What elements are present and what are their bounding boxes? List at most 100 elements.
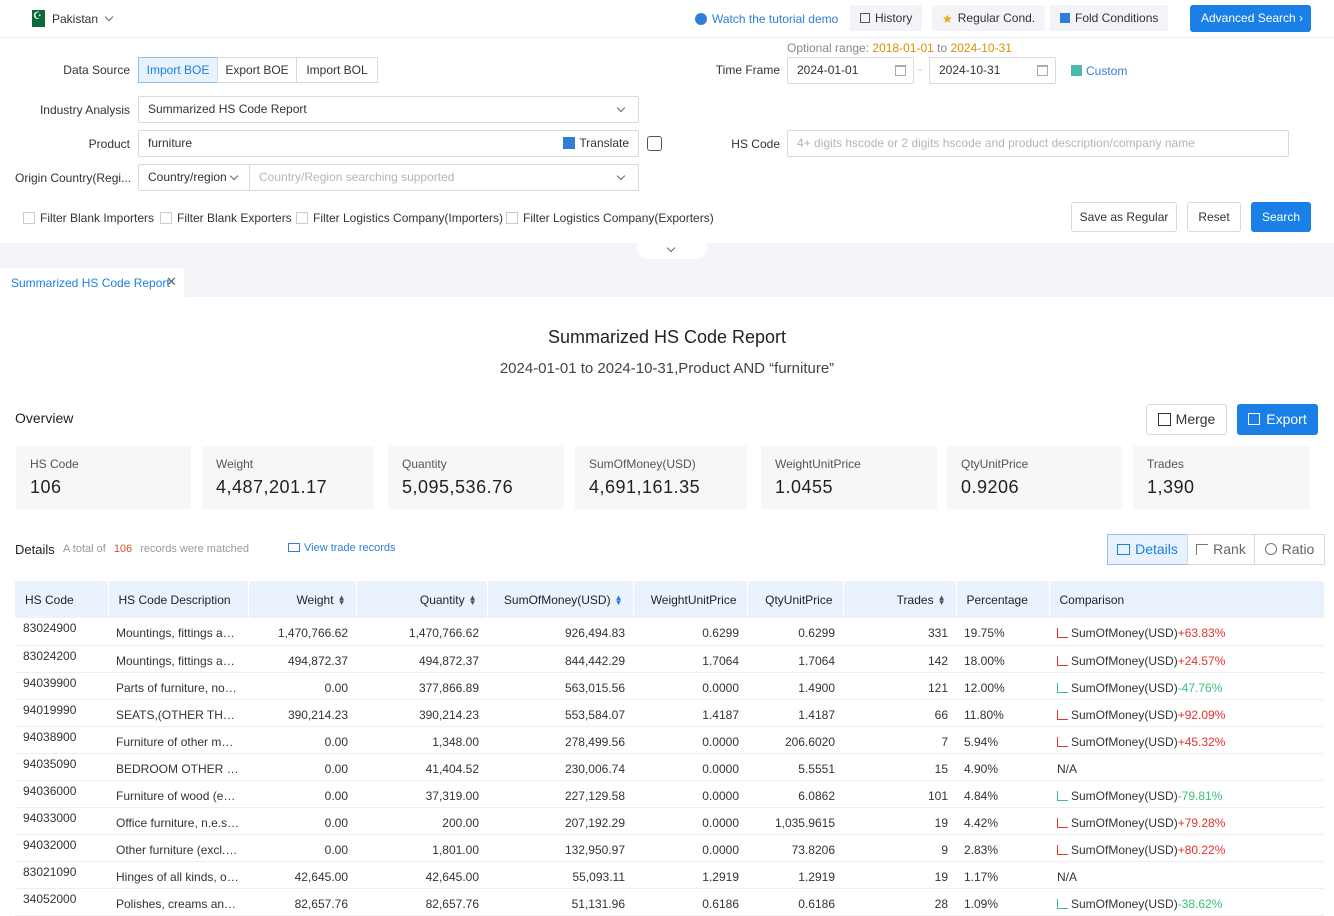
- filter-blank-exporters[interactable]: Filter Blank Exporters: [160, 211, 292, 225]
- search-button[interactable]: Search: [1251, 202, 1311, 232]
- fold-conditions-button[interactable]: Fold Conditions: [1050, 5, 1169, 31]
- fold-conditions-label: Fold Conditions: [1075, 11, 1159, 25]
- cell-qty-unit-price: 1.4900: [747, 672, 843, 700]
- table-row[interactable]: 94038900 Furniture of other mate... 0.00 1,…: [15, 726, 1324, 754]
- reset-button[interactable]: Reset: [1187, 202, 1241, 232]
- optional-prefix: Optional range:: [787, 41, 870, 55]
- stat-value: 0.9206: [961, 477, 1020, 497]
- table-row[interactable]: 94035090 BEDROOM OTHER WO... 0.00 41,404.52…: [15, 753, 1324, 781]
- tutorial-link[interactable]: Watch the tutorial demo: [695, 12, 838, 26]
- comparison-label: SumOfMoney(USD): [1071, 653, 1178, 668]
- custom-range-toggle[interactable]: Custom: [1071, 64, 1127, 78]
- date-from-input[interactable]: 2024-01-01: [787, 57, 914, 84]
- sort-icon[interactable]: ▲ ▼: [937, 592, 946, 607]
- export-icon: [1248, 413, 1261, 425]
- industry-select[interactable]: Summarized HS Code Report: [138, 96, 639, 123]
- cell-comparison: N/A: [1049, 861, 1324, 889]
- col-money[interactable]: SumOfMoney(USD) ▲ ▼: [487, 581, 634, 618]
- filter-label: Filter Blank Importers: [40, 211, 155, 225]
- origin-type-select[interactable]: Country/region: [138, 164, 250, 191]
- cell-weight-unit-price: 0.0000: [633, 780, 747, 808]
- hscode-label: HS Code: [731, 137, 780, 151]
- export-boe-option[interactable]: Export BOE: [217, 57, 297, 83]
- import-boe-option[interactable]: Import BOE: [138, 57, 218, 83]
- col-qty-unit-price: QtyUnitPrice: [747, 581, 844, 618]
- checkbox[interactable]: [23, 212, 35, 224]
- history-button[interactable]: History: [850, 5, 923, 31]
- origin-country-input[interactable]: Country/Region searching supported: [249, 164, 639, 191]
- sort-icon[interactable]: ▲ ▼: [614, 592, 623, 607]
- comparison-change: +24.57%: [1177, 653, 1226, 668]
- comparison-change: +92.09%: [1177, 707, 1226, 722]
- view-tab-rank[interactable]: Rank: [1187, 534, 1255, 565]
- stat-label: Weight: [216, 457, 254, 471]
- cell-money: 51,131.96: [487, 888, 633, 916]
- cell-comparison: SumOfMoney(USD)+80.22%: [1049, 834, 1324, 862]
- filter-label: Filter Logistics Company(Exporters): [523, 211, 714, 225]
- cell-weight: 42,645.00: [248, 861, 356, 889]
- col-weight[interactable]: Weight ▲ ▼: [248, 581, 357, 618]
- table-row[interactable]: 83021090 Hinges of all kinds, of b... 42,6…: [15, 861, 1324, 889]
- close-icon[interactable]: ✕: [166, 274, 177, 289]
- cell-quantity: 41,404.52: [356, 753, 487, 781]
- cell-description: Mountings, fittings and...: [108, 618, 248, 646]
- col-trades[interactable]: Trades ▲ ▼: [843, 581, 957, 618]
- regular-cond-button[interactable]: ★ Regular Cond.: [932, 5, 1046, 31]
- filter-logistics-exporters[interactable]: Filter Logistics Company(Exporters): [506, 211, 714, 225]
- product-options-icon[interactable]: [647, 136, 662, 151]
- cell-quantity: 494,872.37: [356, 645, 487, 673]
- view-tab-label: Rank: [1213, 541, 1246, 557]
- table-row[interactable]: 94036000 Furniture of wood (excl... 0.00 37…: [15, 780, 1324, 808]
- cell-money: 207,192.29: [487, 807, 633, 835]
- table-row[interactable]: 94032000 Other furniture (excl. of... 0.00…: [15, 834, 1324, 862]
- view-tab-ratio[interactable]: Ratio: [1254, 534, 1325, 565]
- country-selector[interactable]: Pakistan: [52, 12, 114, 26]
- comparison-change: +80.22%: [1177, 842, 1226, 857]
- table-row[interactable]: 94019990 SEATS,(OTHER THAN O... 390,214.23…: [15, 699, 1324, 727]
- product-input[interactable]: furniture Translate: [138, 130, 639, 157]
- stat-label: Trades: [1147, 457, 1184, 471]
- translate-button[interactable]: Translate: [563, 131, 629, 156]
- table-row[interactable]: 94039900 Parts of furniture, not o... 0.00…: [15, 672, 1324, 700]
- view-tab-details[interactable]: Details: [1107, 534, 1188, 565]
- table-row[interactable]: 34052000 Polishes, creams and s... 82,657.…: [15, 888, 1324, 916]
- view-trade-records-link[interactable]: View trade records: [288, 542, 396, 554]
- table-row[interactable]: 83024900 Mountings, fittings and... 1,470,…: [15, 618, 1324, 646]
- cell-money: 926,494.83: [487, 618, 633, 646]
- stat-value: 4,691,161.35: [589, 477, 701, 497]
- cell-quantity: 42,645.00: [356, 861, 487, 889]
- cell-weight: 494,872.37: [248, 645, 356, 673]
- checkbox[interactable]: [506, 212, 518, 224]
- export-button[interactable]: Export: [1237, 404, 1318, 435]
- sort-icon[interactable]: ▲ ▼: [468, 592, 477, 607]
- cell-comparison: SumOfMoney(USD)+79.28%: [1049, 807, 1324, 835]
- checkbox[interactable]: [296, 212, 308, 224]
- column-label: SumOfMoney(USD): [503, 592, 611, 607]
- cell-weight: 390,214.23: [248, 699, 356, 727]
- cell-comparison: SumOfMoney(USD)-38.62%: [1049, 888, 1324, 916]
- tab-summarized-report[interactable]: Summarized HS Code Report ✕: [0, 268, 184, 297]
- checkbox[interactable]: [160, 212, 172, 224]
- collapse-toggle[interactable]: [637, 243, 707, 259]
- trend-chart-icon: [1057, 790, 1068, 801]
- cell-description: BEDROOM OTHER WO...: [108, 753, 248, 781]
- advanced-search-button[interactable]: Advanced Search ›: [1190, 5, 1311, 32]
- table-row[interactable]: 94033000 Office furniture, n.e.s., ... 0.0…: [15, 807, 1324, 835]
- cell-qty-unit-price: 1,035.9615: [747, 807, 843, 835]
- sort-icon[interactable]: ▲ ▼: [337, 592, 346, 607]
- cell-weight-unit-price: 1.4187: [633, 699, 747, 727]
- save-regular-button[interactable]: Save as Regular: [1071, 202, 1177, 232]
- filter-logistics-importers[interactable]: Filter Logistics Company(Importers): [296, 211, 503, 225]
- merge-button[interactable]: Merge: [1146, 404, 1227, 435]
- column-label: Trades: [896, 592, 934, 607]
- table-row[interactable]: 83024200 Mountings, fittings and... 494,87…: [15, 645, 1324, 673]
- cell-trades: 28: [843, 888, 956, 916]
- col-quantity[interactable]: Quantity ▲ ▼: [356, 581, 488, 618]
- import-bol-option[interactable]: Import BOL: [296, 57, 378, 83]
- trend-chart-icon: [1057, 655, 1068, 666]
- cell-trades: 19: [843, 861, 956, 889]
- filter-blank-importers[interactable]: Filter Blank Importers: [23, 211, 154, 225]
- date-to-input[interactable]: 2024-10-31: [929, 57, 1056, 84]
- custom-label: Custom: [1086, 64, 1128, 78]
- hscode-input[interactable]: 4+ digits hscode or 2 digits hscode and …: [787, 130, 1289, 157]
